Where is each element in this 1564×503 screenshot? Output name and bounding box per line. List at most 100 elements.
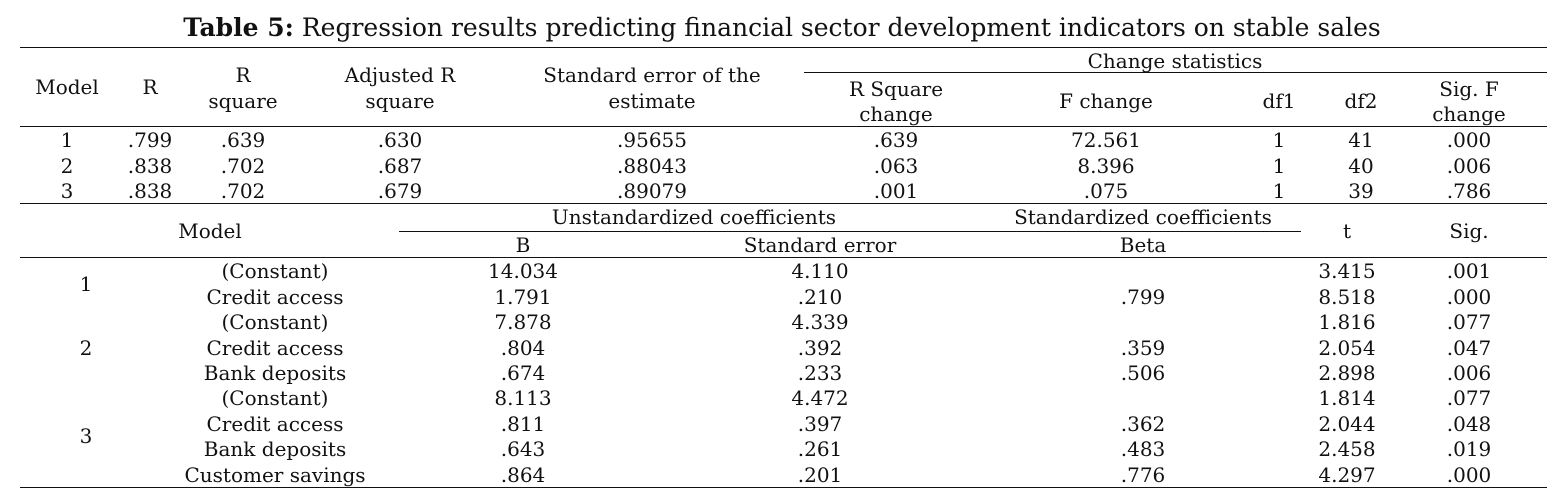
summary-cell: 39 xyxy=(1348,179,1374,203)
coef-beta: .776 xyxy=(1120,463,1166,487)
summary-cell: .838 xyxy=(127,179,173,203)
summary-cell: 41 xyxy=(1348,128,1374,152)
rule-coefficients-header-bottom xyxy=(20,257,1547,258)
summary-cell: .679 xyxy=(377,179,423,203)
coef-sig: .019 xyxy=(1446,437,1492,461)
coef-sig: .048 xyxy=(1446,412,1492,436)
coef-header-unstandardized: Unstandardized coefficients xyxy=(551,205,837,229)
coef-predictor: Bank deposits xyxy=(203,361,347,385)
coef-t: 8.518 xyxy=(1318,285,1376,309)
coef-t: 2.898 xyxy=(1318,361,1376,385)
summary-cell: .799 xyxy=(127,128,173,152)
summary-cell: .001 xyxy=(873,179,919,203)
summary-cell: .639 xyxy=(873,128,919,152)
rule-top xyxy=(20,47,1547,48)
coef-header-b: B xyxy=(515,233,531,257)
summary-cell: 1 xyxy=(60,128,74,152)
table-title: Table 5: Regression results predicting f… xyxy=(0,13,1564,43)
header-f-change: F change xyxy=(1059,89,1153,113)
coef-b: 1.791 xyxy=(494,285,552,309)
header-standard-error-line2: estimate xyxy=(608,89,696,113)
coef-b: 8.113 xyxy=(494,386,552,410)
summary-cell: .006 xyxy=(1446,154,1492,178)
coef-predictor: Credit access xyxy=(206,412,344,436)
coef-se: 4.110 xyxy=(791,259,849,283)
table-label: Table 5: xyxy=(183,13,294,42)
summary-cell: .88043 xyxy=(617,154,687,178)
header-change-statistics: Change statistics xyxy=(1087,49,1263,73)
header-df2: df2 xyxy=(1344,89,1378,113)
summary-cell: 2 xyxy=(60,154,74,178)
summary-cell: .075 xyxy=(1083,179,1129,203)
coef-t: 3.415 xyxy=(1318,259,1376,283)
header-r-square-change-line2: change xyxy=(859,102,933,126)
coef-t: 1.816 xyxy=(1318,310,1376,334)
coef-t: 2.044 xyxy=(1318,412,1376,436)
coef-header-beta: Beta xyxy=(1119,233,1167,257)
coef-sig: .077 xyxy=(1446,310,1492,334)
coef-sig: .047 xyxy=(1446,336,1492,360)
summary-cell: .000 xyxy=(1446,128,1492,152)
coef-se: .397 xyxy=(797,412,843,436)
summary-cell: .95655 xyxy=(617,128,687,152)
coef-model-2: 2 xyxy=(79,336,93,360)
coef-t: 1.814 xyxy=(1318,386,1376,410)
summary-cell: 1 xyxy=(1272,154,1286,178)
coef-sig: .000 xyxy=(1446,285,1492,309)
summary-cell: .702 xyxy=(220,179,266,203)
summary-cell: .639 xyxy=(220,128,266,152)
coef-se: .210 xyxy=(797,285,843,309)
coef-t: 2.458 xyxy=(1318,437,1376,461)
coef-se: .392 xyxy=(797,336,843,360)
coef-b: .811 xyxy=(500,412,546,436)
coef-model-1: 1 xyxy=(79,272,93,296)
summary-cell: 40 xyxy=(1348,154,1374,178)
coef-sig: .077 xyxy=(1446,386,1492,410)
coef-predictor: (Constant) xyxy=(221,386,329,410)
header-adjusted-r-square-line2: square xyxy=(365,89,435,113)
summary-cell: .702 xyxy=(220,154,266,178)
summary-cell: .838 xyxy=(127,154,173,178)
summary-cell: 3 xyxy=(60,179,74,203)
summary-cell: .630 xyxy=(377,128,423,152)
summary-cell: .89079 xyxy=(617,179,687,203)
coef-predictor: Credit access xyxy=(206,285,344,309)
coef-b: .674 xyxy=(500,361,546,385)
rule-change-statistics xyxy=(804,72,1547,73)
coef-beta: .799 xyxy=(1120,285,1166,309)
coef-predictor: Bank deposits xyxy=(203,437,347,461)
coef-se: 4.339 xyxy=(791,310,849,334)
coef-model-3: 3 xyxy=(79,424,93,448)
coef-b: 14.034 xyxy=(488,259,558,283)
header-r-square-line1: R xyxy=(235,63,251,87)
coef-se: .261 xyxy=(797,437,843,461)
summary-cell: 72.561 xyxy=(1071,128,1141,152)
coef-t: 2.054 xyxy=(1318,336,1376,360)
coef-se: .201 xyxy=(797,463,843,487)
coef-predictor: (Constant) xyxy=(221,259,329,283)
coef-se: 4.472 xyxy=(791,386,849,410)
header-r: R xyxy=(142,75,158,99)
coef-beta: .362 xyxy=(1120,412,1166,436)
rule-coefficient-groups xyxy=(399,231,1301,232)
header-model: Model xyxy=(35,75,99,99)
coef-predictor: (Constant) xyxy=(221,310,329,334)
header-standard-error-line1: Standard error of the xyxy=(543,63,761,87)
coef-t: 4.297 xyxy=(1318,463,1376,487)
header-sig-f-change-line1: Sig. F xyxy=(1439,77,1499,101)
coef-sig: .000 xyxy=(1446,463,1492,487)
summary-cell: 1 xyxy=(1272,179,1286,203)
summary-cell: .063 xyxy=(873,154,919,178)
summary-cell: .786 xyxy=(1446,179,1492,203)
coef-b: .864 xyxy=(500,463,546,487)
rule-summary-header-bottom xyxy=(20,126,1547,127)
header-df1: df1 xyxy=(1262,89,1296,113)
coef-predictor: Customer savings xyxy=(184,463,366,487)
table-caption: Regression results predicting financial … xyxy=(301,13,1381,42)
header-adjusted-r-square-line1: Adjusted R xyxy=(344,63,456,87)
header-sig-f-change-line2: change xyxy=(1432,102,1506,126)
summary-cell: 8.396 xyxy=(1077,154,1135,178)
header-r-square-line2: square xyxy=(208,89,278,113)
coef-header-t: t xyxy=(1342,219,1352,243)
coef-b: .643 xyxy=(500,437,546,461)
